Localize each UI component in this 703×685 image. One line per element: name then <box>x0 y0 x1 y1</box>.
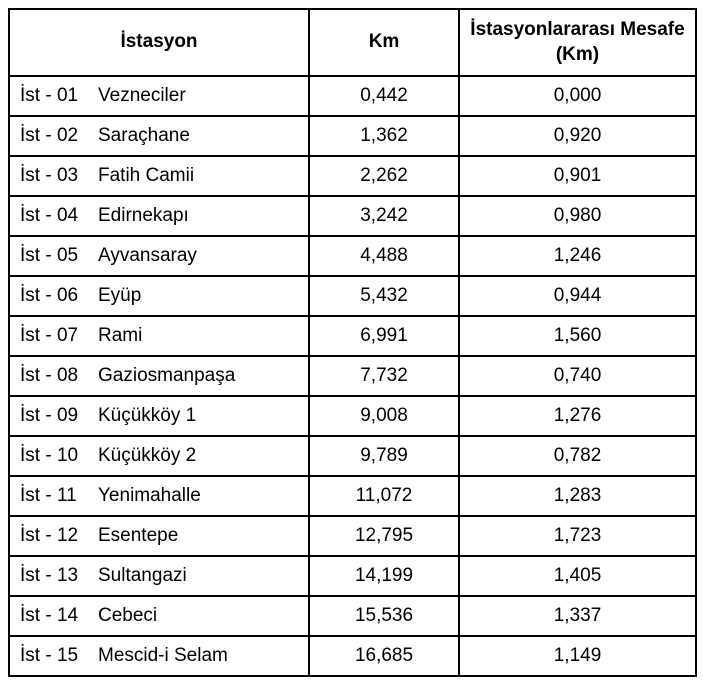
distance-cell: 1,337 <box>459 596 696 636</box>
station-cell: İst - 04Edirnekapı <box>9 196 309 236</box>
distance-cell: 0,901 <box>459 156 696 196</box>
km-cell: 0,442 <box>309 76 459 116</box>
station-code: İst - 06 <box>20 285 98 307</box>
station-name: Küçükköy 1 <box>98 405 196 426</box>
km-cell: 14,199 <box>309 556 459 596</box>
station-name: Vezneciler <box>98 85 186 106</box>
station-cell: İst - 03Fatih Camii <box>9 156 309 196</box>
km-cell: 2,262 <box>309 156 459 196</box>
table-row: İst - 05Ayvansaray4,4881,246 <box>9 236 696 276</box>
station-cell: İst - 07Rami <box>9 316 309 356</box>
distance-cell: 1,405 <box>459 556 696 596</box>
stations-table: İstasyon Km İstasyonlararası Mesafe (Km)… <box>8 8 697 677</box>
table-row: İst - 06Eyüp5,4320,944 <box>9 276 696 316</box>
distance-cell: 0,740 <box>459 356 696 396</box>
table-row: İst - 09Küçükköy 19,0081,276 <box>9 396 696 436</box>
station-name: Saraçhane <box>98 125 190 146</box>
distance-cell: 0,000 <box>459 76 696 116</box>
distance-cell: 0,980 <box>459 196 696 236</box>
station-code: İst - 01 <box>20 85 98 107</box>
km-cell: 9,008 <box>309 396 459 436</box>
table-row: İst - 15Mescid-i Selam16,6851,149 <box>9 636 696 676</box>
station-name: Gaziosmanpaşa <box>98 365 235 386</box>
km-cell: 4,488 <box>309 236 459 276</box>
station-code: İst - 15 <box>20 645 98 667</box>
station-name: Eyüp <box>98 285 141 306</box>
header-station: İstasyon <box>9 9 309 76</box>
table-row: İst - 07Rami6,9911,560 <box>9 316 696 356</box>
km-cell: 16,685 <box>309 636 459 676</box>
station-cell: İst - 08Gaziosmanpaşa <box>9 356 309 396</box>
km-cell: 5,432 <box>309 276 459 316</box>
km-cell: 12,795 <box>309 516 459 556</box>
station-code: İst - 14 <box>20 605 98 627</box>
distance-cell: 0,944 <box>459 276 696 316</box>
station-code: İst - 02 <box>20 125 98 147</box>
station-cell: İst - 01Vezneciler <box>9 76 309 116</box>
station-name: Cebeci <box>98 605 157 626</box>
station-name: Rami <box>98 325 142 346</box>
station-name: Yenimahalle <box>98 485 201 506</box>
distance-cell: 1,246 <box>459 236 696 276</box>
station-cell: İst - 05Ayvansaray <box>9 236 309 276</box>
header-distance: İstasyonlararası Mesafe (Km) <box>459 9 696 76</box>
table-row: İst - 08Gaziosmanpaşa7,7320,740 <box>9 356 696 396</box>
station-name: Esentepe <box>98 525 178 546</box>
table-row: İst - 13Sultangazi14,1991,405 <box>9 556 696 596</box>
table-row: İst - 03Fatih Camii2,2620,901 <box>9 156 696 196</box>
station-code: İst - 11 <box>20 485 98 507</box>
distance-cell: 1,283 <box>459 476 696 516</box>
station-code: İst - 09 <box>20 405 98 427</box>
table-row: İst - 10Küçükköy 29,7890,782 <box>9 436 696 476</box>
km-cell: 1,362 <box>309 116 459 156</box>
km-cell: 6,991 <box>309 316 459 356</box>
distance-cell: 1,560 <box>459 316 696 356</box>
km-cell: 3,242 <box>309 196 459 236</box>
station-name: Ayvansaray <box>98 245 197 266</box>
station-cell: İst - 06Eyüp <box>9 276 309 316</box>
station-cell: İst - 15Mescid-i Selam <box>9 636 309 676</box>
station-code: İst - 10 <box>20 445 98 467</box>
distance-cell: 0,782 <box>459 436 696 476</box>
km-cell: 9,789 <box>309 436 459 476</box>
station-cell: İst - 13Sultangazi <box>9 556 309 596</box>
table-row: İst - 02Saraçhane1,3620,920 <box>9 116 696 156</box>
station-code: İst - 07 <box>20 325 98 347</box>
station-name: Sultangazi <box>98 565 187 586</box>
station-code: İst - 08 <box>20 365 98 387</box>
station-cell: İst - 02Saraçhane <box>9 116 309 156</box>
station-cell: İst - 09Küçükköy 1 <box>9 396 309 436</box>
station-code: İst - 12 <box>20 525 98 547</box>
table-row: İst - 14Cebeci15,5361,337 <box>9 596 696 636</box>
distance-cell: 1,723 <box>459 516 696 556</box>
station-code: İst - 05 <box>20 245 98 267</box>
station-name: Fatih Camii <box>98 165 194 186</box>
station-name: Küçükköy 2 <box>98 445 196 466</box>
distance-cell: 1,276 <box>459 396 696 436</box>
km-cell: 11,072 <box>309 476 459 516</box>
km-cell: 7,732 <box>309 356 459 396</box>
station-code: İst - 04 <box>20 205 98 227</box>
table-row: İst - 11Yenimahalle11,0721,283 <box>9 476 696 516</box>
station-name: Mescid-i Selam <box>98 645 228 666</box>
station-cell: İst - 10Küçükköy 2 <box>9 436 309 476</box>
table-row: İst - 04Edirnekapı3,2420,980 <box>9 196 696 236</box>
distance-cell: 0,920 <box>459 116 696 156</box>
station-name: Edirnekapı <box>98 205 189 226</box>
header-km: Km <box>309 9 459 76</box>
km-cell: 15,536 <box>309 596 459 636</box>
distance-cell: 1,149 <box>459 636 696 676</box>
station-cell: İst - 12Esentepe <box>9 516 309 556</box>
station-cell: İst - 14Cebeci <box>9 596 309 636</box>
station-cell: İst - 11Yenimahalle <box>9 476 309 516</box>
table-row: İst - 01Vezneciler0,4420,000 <box>9 76 696 116</box>
station-code: İst - 03 <box>20 165 98 187</box>
header-row: İstasyon Km İstasyonlararası Mesafe (Km) <box>9 9 696 76</box>
table-row: İst - 12Esentepe12,7951,723 <box>9 516 696 556</box>
station-code: İst - 13 <box>20 565 98 587</box>
